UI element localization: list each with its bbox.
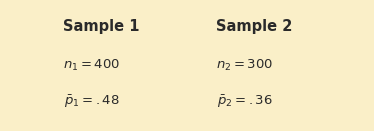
Text: $n_2 = 300$: $n_2 = 300$ [216,58,274,73]
Text: $n_1 = 400$: $n_1 = 400$ [63,58,120,73]
Text: $\bar{p}_1 = .48$: $\bar{p}_1 = .48$ [64,94,120,110]
Text: Sample 1: Sample 1 [63,19,139,34]
Text: $\bar{p}_2 = .36$: $\bar{p}_2 = .36$ [217,94,273,110]
Text: Sample 2: Sample 2 [216,19,292,34]
